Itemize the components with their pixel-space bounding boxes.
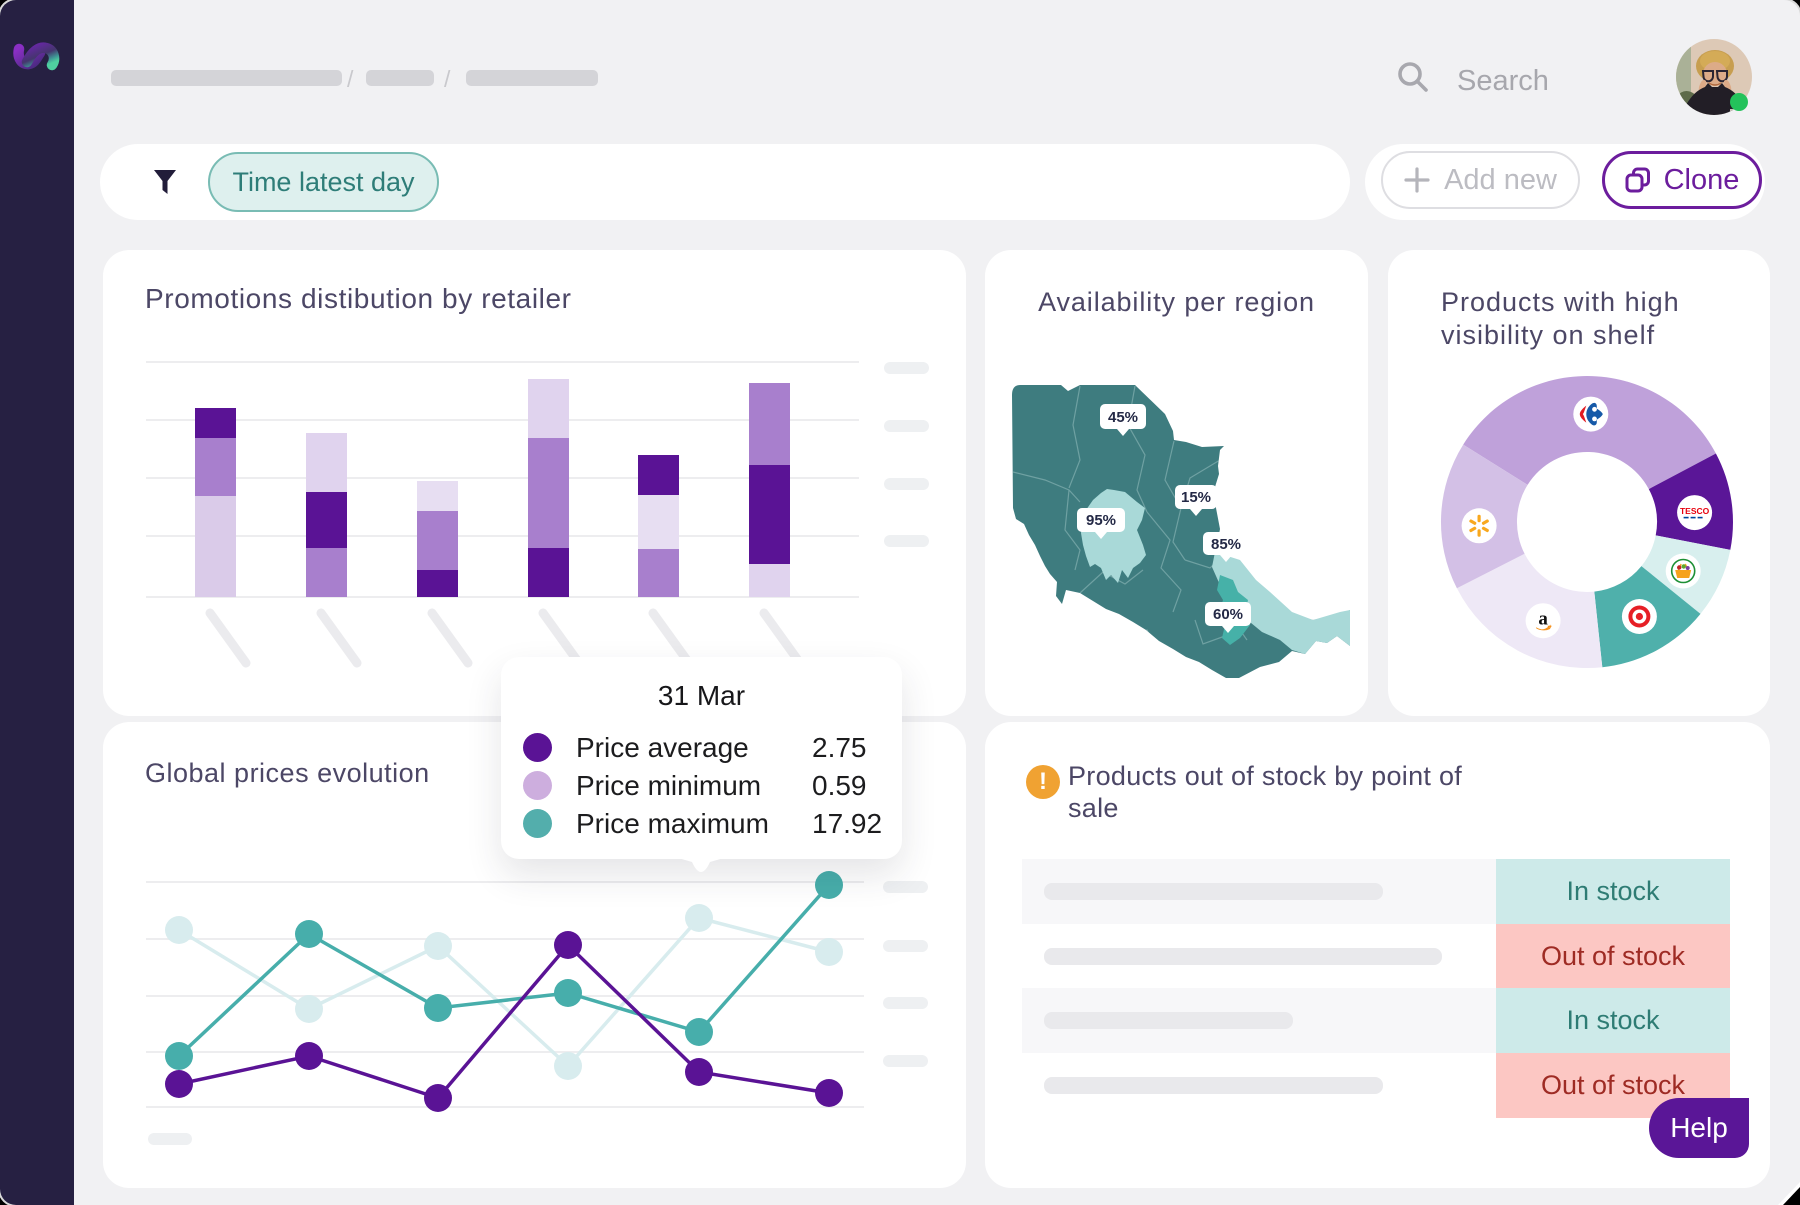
svg-text:a: a bbox=[1538, 609, 1548, 630]
svg-text:85%: 85% bbox=[1211, 536, 1241, 553]
svg-text:95%: 95% bbox=[1086, 512, 1116, 529]
svg-text:TESCO: TESCO bbox=[1680, 506, 1710, 516]
svg-text:45%: 45% bbox=[1108, 409, 1138, 426]
svg-text:15%: 15% bbox=[1181, 489, 1211, 506]
svg-text:60%: 60% bbox=[1213, 606, 1243, 623]
